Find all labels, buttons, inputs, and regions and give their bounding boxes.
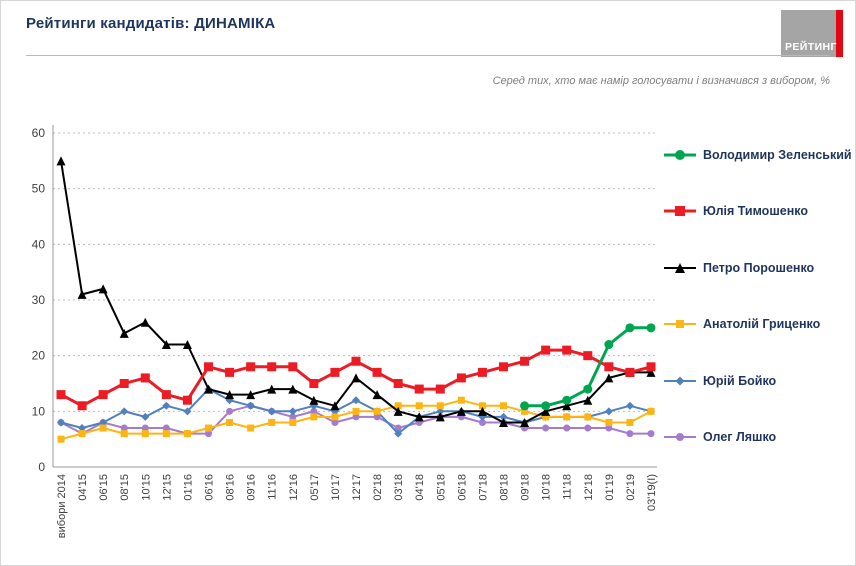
svg-text:05'17: 05'17 [309,474,321,501]
svg-text:06'15: 06'15 [98,474,110,501]
legend-label: Володимир Зеленський [703,148,852,162]
svg-text:09'18: 09'18 [520,474,532,501]
svg-text:06'18: 06'18 [456,474,468,501]
svg-text:11'16: 11'16 [267,474,279,500]
svg-text:30: 30 [32,293,46,307]
svg-text:вибори 2014: вибори 2014 [56,474,68,538]
legend-item: Анатолій Гриценко [663,316,855,332]
legend-label: Юрій Бойко [703,373,777,388]
logo-red-stripe-icon [836,10,843,57]
svg-text:20: 20 [32,349,46,363]
svg-text:10: 10 [32,404,46,418]
svg-text:01'16: 01'16 [182,474,194,501]
circle-legend-marker-icon [664,432,696,441]
title-divider [26,55,830,56]
svg-text:08'18: 08'18 [499,474,511,501]
legend-item: Володимир Зеленський [663,147,855,163]
svg-text:40: 40 [32,237,46,251]
svg-text:07'18: 07'18 [477,474,489,501]
chart-subtitle: Серед тих, хто має намір голосувати і ви… [492,75,830,87]
diamond-legend-marker-icon [664,376,696,386]
svg-text:10'17: 10'17 [330,474,342,501]
page-title: Рейтинги кандидатів: ДИНАМІКА [26,15,276,32]
square-legend-marker-icon [664,206,696,217]
legend-label: Петро Порошенко [703,260,815,275]
svg-text:04'18: 04'18 [414,474,426,501]
svg-text:10'18: 10'18 [541,474,553,501]
svg-text:12'16: 12'16 [288,474,300,501]
svg-text:08'15: 08'15 [119,474,131,501]
svg-text:03'18: 03'18 [393,474,405,501]
svg-text:04'15: 04'15 [77,474,89,501]
legend-item: Юрій Бойко [663,373,855,389]
svg-text:06'16: 06'16 [204,474,216,501]
svg-text:02'18: 02'18 [372,474,384,501]
legend-item: Петро Порошенко [663,260,855,276]
svg-text:10'15: 10'15 [140,474,152,501]
square-legend-marker-icon [664,320,696,329]
svg-text:50: 50 [32,182,46,196]
legend-label: Юлія Тимошенко [703,204,808,219]
svg-text:60: 60 [32,126,46,140]
svg-text:08'16: 08'16 [225,474,237,501]
chart-legend: Володимир Зеленський Юлія Тимошенко Петро … [663,147,855,445]
circle-legend-marker-icon [664,150,696,160]
svg-text:02'19: 02'19 [625,474,637,501]
svg-text:12'17: 12'17 [351,474,363,501]
rating-logo: РЕЙТИНГ [781,10,843,57]
svg-text:12'18: 12'18 [583,474,595,501]
svg-text:05'18: 05'18 [435,474,447,501]
legend-item: Юлія Тимошенко [663,203,855,219]
svg-text:09'16: 09'16 [246,474,258,501]
triangle-legend-marker-icon [664,262,696,273]
ratings-line-chart: 0 10 20 30 40 50 60 вибори 2014 04'15 06'15 08'15 1… [32,125,658,538]
legend-label: Анатолій Гриценко [703,317,821,332]
svg-text:0: 0 [38,460,45,474]
legend-item: Олег Ляшко [663,429,855,445]
logo-text: РЕЙТИНГ [785,41,837,53]
svg-text:11'18: 11'18 [562,474,574,500]
svg-text:01'19: 01'19 [604,474,616,501]
svg-text:12'15: 12'15 [161,474,173,501]
legend-label: Олег Ляшко [703,429,777,444]
svg-text:03'19(I): 03'19(I) [646,474,658,511]
